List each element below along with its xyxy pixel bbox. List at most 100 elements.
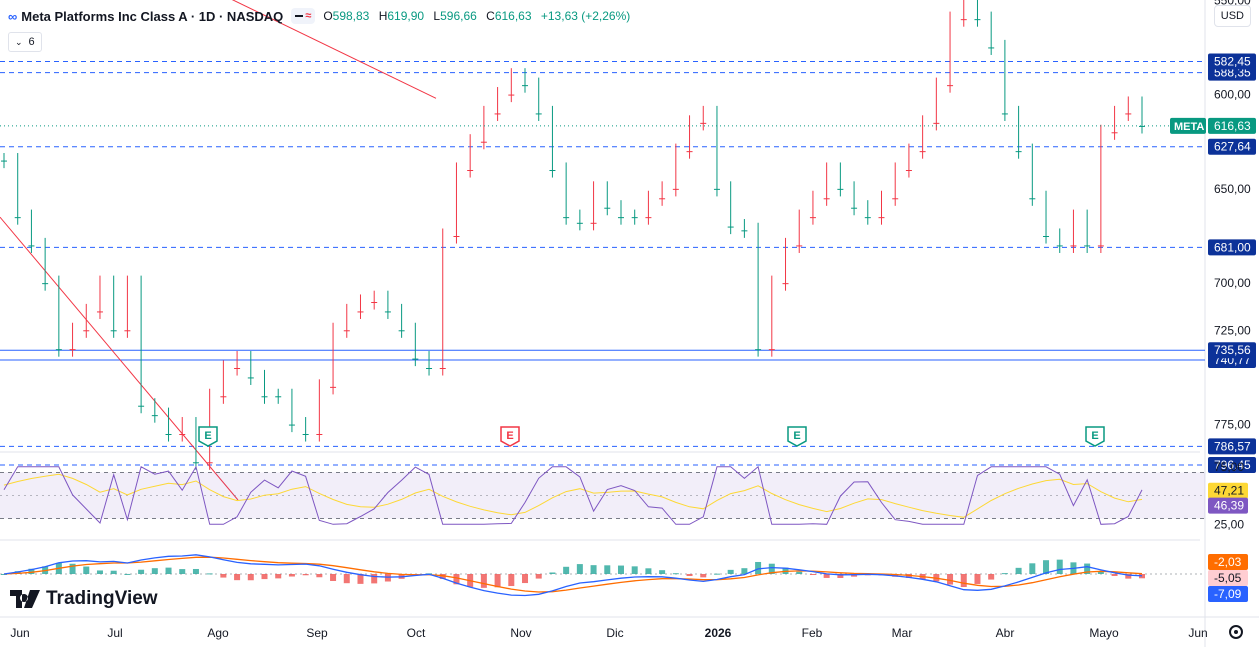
macd-histogram-bar: [974, 574, 981, 584]
candle-body: [631, 217, 638, 219]
open-value: 598,83: [332, 9, 370, 23]
candle-body: [316, 434, 323, 435]
macd-histogram-bar: [988, 574, 995, 580]
x-tick-label: Mayo: [1089, 626, 1119, 640]
candle-body: [179, 434, 186, 435]
level-label-box: [1208, 342, 1256, 359]
rsi-ma-box: [1208, 482, 1248, 499]
level-label-box: [1208, 239, 1256, 256]
candle-body: [138, 405, 145, 407]
x-tick-label: Ago: [207, 626, 229, 640]
gear-icon[interactable]: [1229, 625, 1243, 639]
macd-histogram-bar: [549, 572, 556, 574]
level-label: 796,45: [1214, 458, 1251, 472]
macd-value-label: -5,05: [1214, 571, 1242, 585]
macd-histogram-bar: [1, 574, 7, 575]
earnings-marker: E: [500, 426, 520, 447]
candle-body: [933, 122, 940, 124]
symbol-tag-box: [1170, 117, 1206, 134]
macd-histogram-bar: [288, 574, 295, 577]
candle-body: [686, 151, 693, 153]
macd-histogram-bar: [234, 574, 241, 581]
macd-histogram-bar: [1111, 574, 1118, 576]
earnings-marker-label: E: [1091, 430, 1098, 442]
macd-histogram-bar: [343, 574, 350, 584]
macd-histogram-bar: [713, 573, 720, 575]
tradingview-logo-icon: [10, 590, 40, 608]
y-tick-label: 725,00: [1214, 323, 1251, 337]
rsi-value-box: [1208, 497, 1248, 514]
symbol-tag: META: [1174, 121, 1204, 133]
macd-histogram-bar: [1056, 559, 1063, 574]
candle-body: [494, 113, 501, 115]
macd-histogram-bar: [165, 567, 172, 574]
x-tick-label: Oct: [407, 626, 426, 640]
candle-body: [741, 230, 748, 232]
candle-body: [590, 222, 597, 224]
last-price-label: 616,63: [1214, 119, 1251, 133]
macd-histogram-bar: [727, 569, 734, 574]
macd-histogram-bar: [206, 573, 213, 575]
candle-body: [549, 170, 556, 171]
candle-body: [919, 151, 926, 153]
candle-body: [206, 462, 213, 464]
candle-body: [330, 386, 337, 388]
candle-body: [288, 424, 295, 426]
macd-histogram-bar: [179, 569, 186, 574]
candle-body: [453, 236, 460, 237]
candle-body: [192, 462, 199, 464]
candle-body: [755, 349, 762, 351]
macd-histogram-bar: [1139, 574, 1145, 579]
symbol-title[interactable]: Meta Platforms Inc Class A · 1D · NASDAQ: [21, 8, 284, 24]
x-tick-label: 2026: [705, 626, 732, 640]
wave-icon: ≈: [305, 10, 312, 22]
macd-histogram-bar: [700, 574, 707, 578]
close-value: 616,63: [494, 9, 532, 23]
indicators-count: 6: [28, 36, 35, 48]
candle-body: [151, 415, 158, 417]
level-label-box: [1208, 138, 1256, 155]
candle-body: [535, 113, 542, 115]
candle-body: [96, 311, 103, 313]
x-tick-label: Sep: [306, 626, 328, 640]
rsi-tick-label: 75,00: [1214, 460, 1244, 474]
status-pill[interactable]: ≈: [291, 8, 316, 24]
candle-body: [782, 283, 789, 285]
x-tick-label: Abr: [996, 626, 1015, 640]
currency-button[interactable]: USD: [1213, 5, 1251, 27]
candle-body: [905, 170, 912, 171]
macd-histogram-bar: [563, 566, 570, 574]
candle-body: [412, 358, 419, 360]
macd-histogram-bar: [28, 568, 35, 574]
candle-body: [384, 311, 391, 313]
candle-body: [14, 217, 21, 219]
candle-body: [28, 245, 35, 247]
candle-body: [1070, 245, 1077, 247]
candle-body: [713, 188, 720, 190]
level-label-box: [1208, 457, 1256, 474]
macd-histogram-bar: [275, 574, 282, 579]
earnings-marker-shape: [198, 426, 218, 447]
trendline-upper: [0, 216, 239, 501]
candle-body: [1084, 245, 1091, 247]
low-value: 596,66: [440, 9, 477, 23]
level-label: 735,56: [1214, 343, 1251, 357]
candle-body: [83, 330, 90, 332]
ohlc-values: O598,83 H619,90 L596,66 C616,63 +13,63 (…: [323, 9, 636, 23]
high-value: 619,90: [387, 9, 425, 23]
macd-histogram-bar: [796, 571, 803, 574]
indicators-toggle-button[interactable]: ⌄ 6: [8, 32, 42, 52]
candle-body: [617, 217, 624, 219]
macd-histogram-bar: [371, 574, 378, 584]
level-label-box: [1208, 53, 1256, 70]
macd-histogram-bar: [590, 565, 597, 574]
macd-histogram-bar: [960, 574, 967, 587]
candle-body: [69, 349, 76, 351]
candle-body: [974, 19, 981, 21]
macd-histogram-bar: [192, 568, 199, 574]
candle-body: [302, 434, 309, 435]
macd-histogram-bar: [741, 568, 748, 574]
brand-name: TradingView: [46, 588, 158, 609]
candle-body: [371, 302, 378, 303]
